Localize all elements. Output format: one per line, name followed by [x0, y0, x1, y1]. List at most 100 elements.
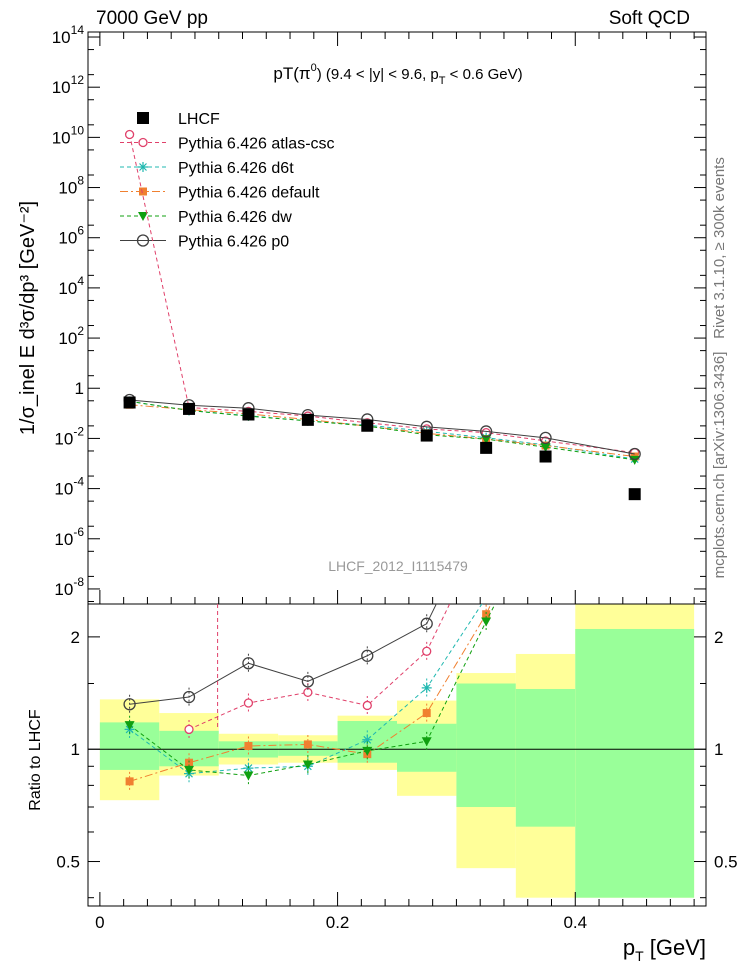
ratio-marker-default — [303, 740, 312, 749]
series-line-atlas-csc — [129, 134, 635, 454]
main-axis-ticks: 10-810-610-410-2110210410610810101012101… — [52, 23, 706, 932]
series-line-d6t — [129, 400, 635, 460]
ratio-series-dw — [124, 604, 496, 786]
legend-label-LHCF: LHCF — [178, 111, 220, 128]
series-marker-dw — [481, 435, 492, 445]
process-label: Soft QCD — [609, 8, 690, 29]
y-tick-label: 1012 — [52, 73, 85, 97]
series-marker-p0 — [479, 425, 493, 438]
y-tick-label: 10-2 — [54, 424, 84, 448]
x-axis-label-p: p — [623, 935, 635, 960]
band-inner-bin — [397, 723, 457, 772]
title-tail: < 0.6 GeV) — [446, 66, 523, 83]
band-inner-bin — [575, 628, 695, 898]
data-point-lhcf — [123, 396, 136, 409]
ratio-marker-p0 — [301, 675, 315, 688]
main-y-axis-label: 1/σ_inel E d³σ/dp³ [GeV⁻²] — [17, 201, 39, 435]
legend-label-default: Pythia 6.426 default — [178, 185, 320, 202]
series-line-default — [129, 404, 635, 458]
data-point-lhcf — [183, 402, 196, 415]
series-marker-atlas-csc — [124, 129, 135, 140]
legend-marker-atlas-csc — [138, 137, 148, 148]
y-tick-label: 1014 — [52, 23, 85, 47]
y-tick-label: 1 — [75, 379, 84, 398]
ratio-marker-atlas-csc — [362, 700, 372, 711]
legend-marker-default — [139, 187, 147, 196]
x-axis-label-unit: [GeV] — [644, 935, 706, 960]
ratio-series-layer — [123, 604, 496, 792]
y-tick-label: 10-6 — [54, 525, 84, 549]
ratio-tick-label: 0.5 — [56, 853, 80, 872]
ratio-marker-default — [422, 709, 431, 718]
data-point-lhcf — [361, 419, 374, 432]
y-tick-label: 106 — [58, 224, 84, 248]
data-point-lhcf — [242, 408, 255, 421]
legend-marker-LHCF — [137, 112, 149, 124]
legend-marker-dw — [138, 212, 148, 221]
ratio-axis-ticks: 0.5 0.5 1 1 2 2 — [56, 628, 738, 899]
ratio-marker-dw — [243, 771, 254, 781]
x-axis-label-sub: T — [635, 948, 644, 964]
ratio-line-atlas-csc — [188, 604, 451, 730]
legend-label-atlas-csc: Pythia 6.426 atlas-csc — [178, 136, 335, 153]
ratio-marker-dw — [481, 617, 492, 627]
series-line-p0 — [129, 399, 635, 455]
ratio-marker-atlas-csc — [243, 698, 254, 708]
ratio-series-atlas-csc — [184, 604, 451, 740]
legend-label-dw: Pythia 6.426 dw — [178, 209, 292, 226]
ratio-marker-p0 — [361, 649, 374, 662]
energy-label: 7000 GeV pp — [96, 8, 208, 29]
data-point-lhcf — [480, 441, 493, 454]
y-tick-label: 10-4 — [54, 475, 84, 499]
ratio-tick-label: 1 — [71, 740, 80, 759]
ratio-tick-label: 2 — [71, 628, 80, 647]
rivet-label: Rivet 3.1.10, ≥ 300k events — [711, 157, 728, 339]
ratio-marker-dw — [184, 765, 195, 775]
analysis-label: LHCF_2012_I1115479 — [328, 558, 468, 574]
ratio-tick-label-right: 0.5 — [714, 853, 738, 872]
title-pt-sub: T — [439, 75, 446, 87]
title-pi: π — [299, 64, 311, 83]
series-marker-p0 — [539, 431, 552, 445]
ratio-marker-dw — [302, 760, 313, 770]
ratio-marker-default — [185, 758, 194, 767]
data-point-lhcf — [420, 429, 433, 442]
legend: LHCF Pythia 6.426 atlas-csc Pythia 6.426 d… — [120, 111, 335, 251]
y-tick-label: 1010 — [52, 123, 85, 147]
ratio-marker-default — [482, 610, 491, 619]
ratio-marker-p0 — [182, 690, 196, 704]
plot-title: pT(π0) (9.4 < |y| < 9.6, pT < 0.6 GeV) — [273, 62, 522, 87]
ratio-uncertainty-bands — [88, 604, 706, 898]
x-tick-label: 0 — [95, 913, 104, 932]
legend-label-p0: Pythia 6.426 p0 — [178, 234, 289, 251]
ratio-marker-d6t — [362, 734, 373, 745]
series-line-dw — [129, 400, 635, 461]
ratio-tick-label-right: 2 — [714, 628, 723, 647]
data-point-lhcf — [539, 450, 552, 463]
title-pi-sup: 0 — [311, 62, 317, 74]
y-tick-label: 102 — [58, 324, 84, 348]
ratio-marker-atlas-csc — [184, 724, 194, 735]
x-tick-label: 0.2 — [326, 913, 350, 932]
ratio-marker-dw — [362, 746, 373, 756]
series-marker-dw — [540, 443, 551, 453]
ratio-marker-atlas-csc — [422, 646, 432, 656]
ratio-line-p0 — [129, 604, 437, 705]
ratio-marker-p0 — [123, 698, 136, 711]
ratio-panel-frame — [87, 603, 707, 907]
ratio-series-p0 — [123, 604, 437, 715]
main-series-layer — [123, 129, 641, 501]
legend-label-d6t: Pythia 6.426 d6t — [178, 160, 294, 177]
legend-marker-d6t — [138, 162, 148, 172]
data-point-lhcf — [301, 413, 314, 426]
title-suffix: ) (9.4 < |y| < 9.6, p — [317, 66, 439, 83]
ratio-marker-d6t — [421, 682, 432, 693]
y-tick-label: 10-8 — [54, 575, 84, 599]
series-marker-p0 — [628, 447, 641, 461]
data-point-lhcf — [628, 488, 641, 501]
ratio-marker-p0 — [420, 617, 433, 630]
x-tick-label: 0.4 — [563, 913, 587, 932]
ratio-marker-dw — [421, 737, 432, 747]
ratio-marker-dw — [124, 721, 135, 731]
ratio-marker-default — [125, 777, 134, 786]
